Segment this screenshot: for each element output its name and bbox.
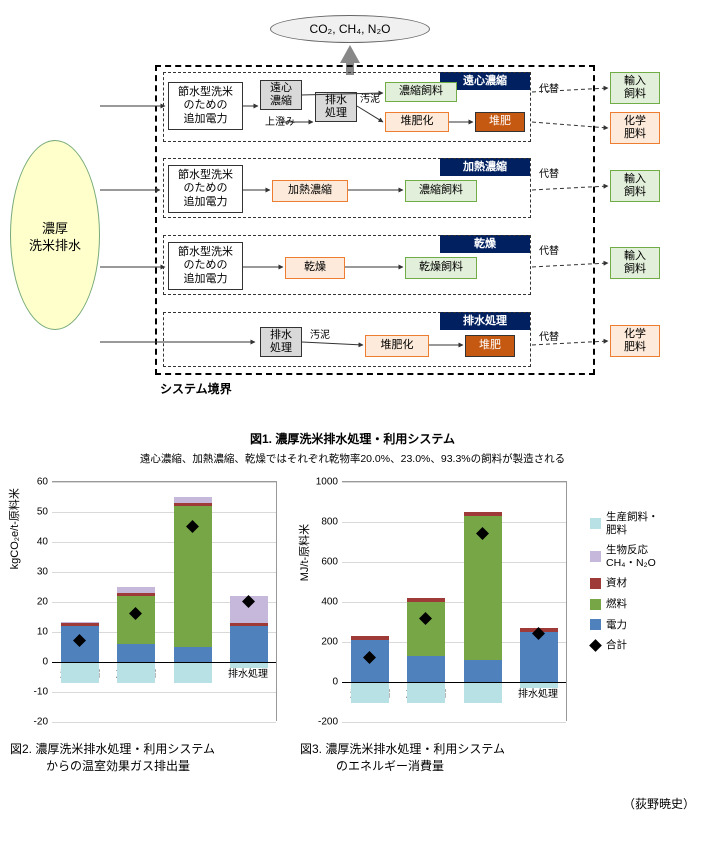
box-dry: 乾燥 (285, 257, 345, 279)
chart-fig3: MJ/t-原料米 -20002004006008001000遠心濃縮加熱濃縮乾燥… (342, 481, 567, 721)
gases-ellipse: CO₂, CH₄, N₂O (270, 15, 430, 43)
figure-1-diagram: CO₂, CH₄, N₂O 濃厚 洗米排水 システム境界 遠心濃縮 節水型洗米 … (10, 10, 695, 410)
fig2-title: 図2. 濃厚洗米排水処理・利用システム からの温室効果ガス排出量 (10, 741, 285, 775)
label-sub-2: 代替 (539, 165, 559, 180)
fig3-title: 図3. 濃厚洗米排水処理・利用システム のエネルギー消費量 (300, 741, 575, 775)
box-add-elec-2: 節水型洗米 のための 追加電力 (168, 165, 243, 213)
label-sub-1: 代替 (539, 80, 559, 95)
box-compost-proc-2: 堆肥化 (365, 335, 429, 357)
author: （荻野暁史） (10, 795, 695, 812)
label-supernatant: 上澄み (265, 113, 295, 128)
label-sub-3: 代替 (539, 242, 559, 257)
system-boundary-label: システム境界 (160, 380, 232, 397)
figure-2: kgCO₂e/t-原料米 -20-100102030405060遠心濃縮加熱濃縮… (10, 481, 285, 775)
chart-fig2: kgCO₂e/t-原料米 -20-100102030405060遠心濃縮加熱濃縮… (52, 481, 277, 721)
box-heat-conc: 加熱濃縮 (272, 180, 348, 202)
label-sub-4: 代替 (539, 328, 559, 343)
fig1-captions: 図1. 濃厚洗米排水処理・利用システム 遠心濃縮、加熱濃縮、乾燥ではそれぞれ乾物… (10, 430, 695, 466)
box-add-elec-3: 節水型洗米 のための 追加電力 (168, 242, 243, 290)
chart-legend: 生産飼料・ 肥料生物反応 CH₄・N₂O資材燃料電力合計 (590, 481, 685, 652)
fig3-ylabel: MJ/t-原料米 (296, 523, 312, 580)
label-sludge-2: 汚泥 (310, 326, 330, 341)
box-conc-feed-1: 濃縮飼料 (385, 82, 457, 102)
box-compost-proc-1: 堆肥化 (385, 112, 449, 132)
fig1-title: 図1. 濃厚洗米排水処理・利用システム (10, 430, 695, 447)
box-centrifuge: 遠心 濃縮 (260, 80, 302, 110)
box-ww-2: 排水 処理 (260, 327, 302, 357)
figure-3: MJ/t-原料米 -20002004006008001000遠心濃縮加熱濃縮乾燥… (300, 481, 575, 775)
box-dry-feed: 乾燥飼料 (405, 257, 477, 279)
source-ellipse: 濃厚 洗米排水 (10, 140, 100, 330)
box-import-feed-3: 輸入 飼料 (610, 247, 660, 279)
box-compost-2: 堆肥 (465, 335, 515, 357)
source-label: 濃厚 洗米排水 (29, 221, 81, 253)
box-chem-fert-2: 化学 肥料 (610, 325, 660, 357)
fig1-subtitle: 遠心濃縮、加熱濃縮、乾燥ではそれぞれ乾物率20.0%、23.0%、93.3%の飼… (10, 451, 695, 466)
box-chem-fert-1: 化学 肥料 (610, 112, 660, 144)
fig2-ylabel: kgCO₂e/t-原料米 (6, 488, 22, 569)
box-compost-1: 堆肥 (475, 112, 525, 132)
emissions-arrow (340, 45, 360, 63)
box-import-feed-1: 輸入 飼料 (610, 72, 660, 104)
box-conc-feed-2: 濃縮飼料 (405, 180, 477, 202)
label-sludge-1: 汚泥 (360, 90, 380, 105)
box-ww-1: 排水 処理 (315, 92, 357, 122)
box-import-feed-2: 輸入 飼料 (610, 170, 660, 202)
box-add-elec-1: 節水型洗米 のための 追加電力 (168, 82, 243, 130)
